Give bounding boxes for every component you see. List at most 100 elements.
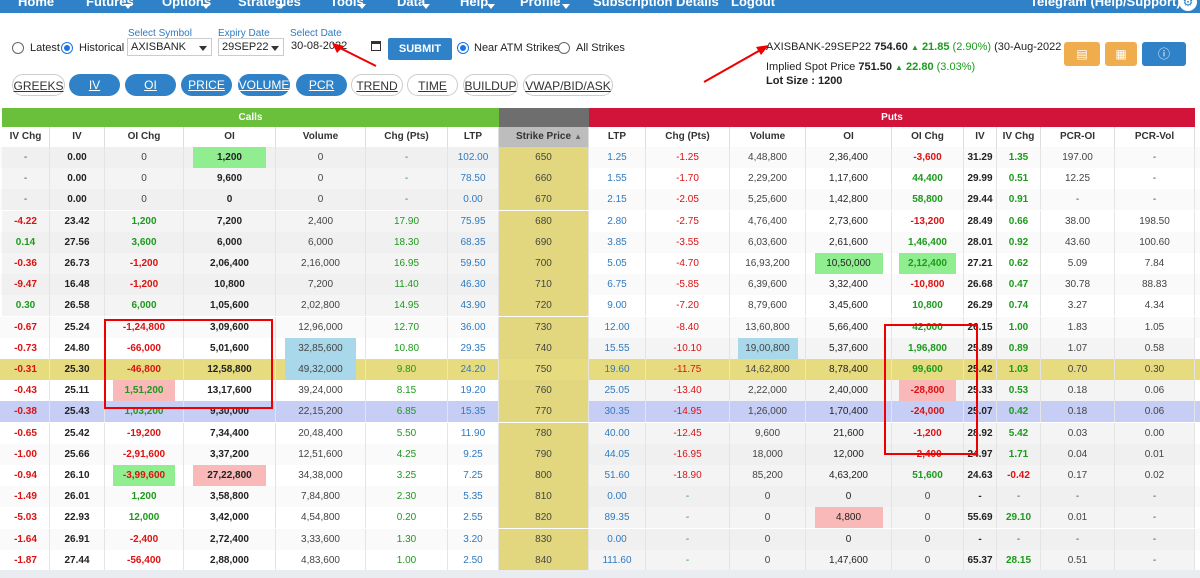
nav-options[interactable]: Options — [162, 0, 212, 9]
excel-export-icon[interactable]: ▤ — [1064, 42, 1100, 66]
lot-size: Lot Size : 1200 — [766, 75, 842, 87]
cell-value: 102.00 — [457, 152, 489, 163]
table-cell: 0.66 — [997, 210, 1041, 232]
all-strikes-radio[interactable] — [558, 42, 570, 54]
cell-value: 59.50 — [460, 258, 486, 269]
nav-subscription-details[interactable]: Subscription Details — [593, 0, 719, 9]
table-cell: 0.00 — [50, 189, 105, 211]
table-cell: 16.48 — [50, 274, 105, 296]
cell-value: 2,02,800 — [301, 300, 340, 312]
implied-price: 751.50 — [858, 61, 892, 73]
calendar-icon[interactable] — [371, 41, 381, 51]
cell-value: 25.42 — [967, 364, 993, 375]
cell-value: - — [1075, 533, 1080, 545]
info-icon[interactable]: ⓘ — [1142, 42, 1186, 66]
table-row: -9.47 16.48 -1,200 10,800 7,200 11.40 46.30 710… — [0, 274, 1200, 296]
near-atm-radio[interactable] — [457, 42, 469, 54]
cell-value: -0.42 — [1007, 470, 1030, 481]
table-cell: 18,000 — [730, 443, 806, 465]
cell-value: 28.92 — [967, 427, 993, 439]
table-cell: 55.69 — [964, 507, 997, 529]
table-cell: 1,200 — [184, 147, 276, 168]
table-cell: 2,02,800 — [276, 295, 366, 317]
table-cell: -13,200 — [892, 210, 964, 232]
nav-help[interactable]: Help — [460, 0, 489, 9]
table-cell: - — [1115, 549, 1195, 571]
cell-value: 0.92 — [1008, 236, 1029, 248]
contract-change: 21.85 — [921, 41, 950, 53]
table-cell: 19.20 — [448, 380, 499, 402]
column-header: PCR-Vol — [1115, 127, 1195, 147]
cell-value: 43.90 — [460, 300, 486, 312]
cell-value: 1.35 — [1008, 152, 1029, 163]
cell-value: -9.47 — [14, 279, 37, 291]
nav-strategies[interactable]: Strategies — [238, 0, 301, 9]
tab-volume[interactable]: VOLUME — [238, 74, 290, 96]
tab-buildup[interactable]: BUILDUP — [463, 74, 518, 96]
submit-button[interactable]: SUBMIT — [388, 38, 452, 60]
historical-radio[interactable] — [61, 42, 73, 54]
table-cell: - — [1115, 147, 1195, 168]
latest-radio[interactable] — [12, 42, 24, 54]
cell-value: - — [404, 194, 409, 206]
table-cell: 6,03,600 — [730, 231, 806, 253]
table-cell: 0.74 — [997, 295, 1041, 317]
cell-value: 12,58,800 — [207, 364, 252, 375]
table-cell: 6.85 — [366, 401, 448, 423]
table-cell: 9,30,000 — [184, 401, 276, 423]
cell-value: 3,42,000 — [210, 512, 249, 524]
document-icon[interactable]: ▦ — [1105, 42, 1137, 66]
expiry-select[interactable]: 29SEP22 — [218, 38, 284, 56]
table-cell: -3,99,600 — [105, 465, 184, 486]
chevron-down-icon — [562, 4, 570, 9]
cell-value: 9,600 — [754, 427, 781, 439]
column-header: IV Chg — [997, 127, 1041, 147]
cell-value: 19.60 — [604, 364, 630, 375]
cell-value: 0 — [141, 194, 147, 206]
table-cell: 3.20 — [448, 528, 499, 550]
cell-value: 26.15 — [967, 321, 993, 333]
symbol-select[interactable]: AXISBANK — [127, 38, 212, 56]
cell-value: 0 — [764, 533, 771, 545]
top-nav: Home Futures Options Strategies Tools Da… — [0, 0, 1200, 13]
nav-tools[interactable]: Tools — [330, 0, 364, 9]
table-cell: 0 — [276, 147, 366, 168]
nav-home[interactable]: Home — [18, 0, 55, 9]
table-cell: 26.58 — [50, 295, 105, 317]
cell-value: 6,000 — [131, 300, 157, 312]
nav-profile[interactable]: Profile — [520, 0, 561, 9]
cell-value: 25.66 — [64, 448, 90, 460]
tab-greeks[interactable]: GREEKS — [12, 74, 65, 96]
lot-value: 1200 — [817, 75, 843, 87]
cell-value: 1.25 — [607, 152, 627, 163]
tab-vwap-bid-ask[interactable]: VWAP/BID/ASK — [523, 74, 613, 96]
table-cell: 0.06 — [1115, 380, 1195, 402]
cell-value: - — [1075, 491, 1080, 503]
cell-value: - — [685, 533, 690, 545]
nav-logout[interactable]: Logout — [731, 0, 776, 9]
cell-value: 0.00 — [607, 491, 627, 503]
gear-icon[interactable]: ⚙ — [1179, 0, 1197, 11]
tab-iv[interactable]: IV — [69, 74, 120, 96]
nav-futures[interactable]: Futures — [86, 0, 134, 9]
tab-pcr[interactable]: PCR — [296, 74, 347, 96]
table-cell: 25.43 — [50, 401, 105, 423]
tab-trend[interactable]: TREND — [351, 74, 403, 96]
cell-value: 0 — [924, 491, 931, 503]
table-row: -0.73 24.80 -66,000 5,01,600 32,85,600 10.80 2… — [0, 337, 1200, 359]
historical-label: Historical — [79, 42, 125, 54]
tab-price[interactable]: PRICE — [181, 74, 232, 96]
table-cell: 3,600 — [105, 231, 184, 253]
sort-icon[interactable]: ▲ — [574, 132, 582, 141]
nav-telegram[interactable]: Telegram (Help/Support) — [1030, 0, 1181, 9]
cell-value: -2.75 — [676, 215, 699, 227]
nav-data[interactable]: Data — [397, 0, 426, 9]
column-header[interactable]: Strike Price ▲ — [499, 127, 589, 147]
tab-oi[interactable]: OI — [125, 74, 176, 96]
cell-value: 0 — [317, 173, 324, 185]
table-cell: 36.00 — [448, 316, 499, 338]
cell-value: 8,79,600 — [748, 300, 787, 312]
chevron-down-icon — [422, 4, 430, 9]
cell-value: 5.35 — [463, 491, 483, 503]
tab-time[interactable]: TIME — [407, 74, 458, 96]
